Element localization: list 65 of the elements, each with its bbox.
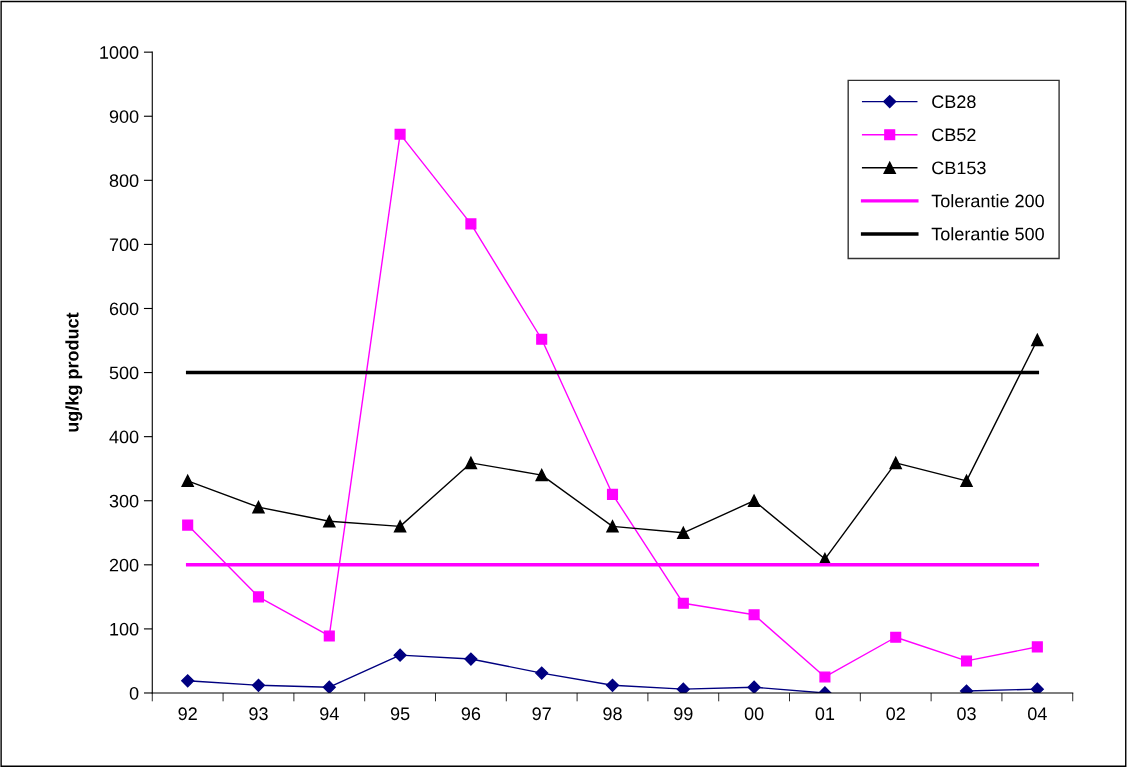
point [1030,682,1044,693]
legend-label: CB28 [932,95,976,109]
x-tick-label: 95 [390,707,410,721]
point [677,526,690,540]
point [536,333,548,345]
point [252,591,265,603]
x-tick-label: 99 [674,707,693,721]
point [394,128,406,140]
point [181,674,195,688]
point [747,494,761,507]
x-tick-label: 02 [886,707,905,721]
point [676,682,690,693]
point [182,519,194,531]
point [322,680,336,693]
x-tick-label: 03 [957,707,976,721]
legend-label: Tolerantie 200 [931,194,1044,208]
y-tick-label: 500 [109,366,139,380]
legend-label: Tolerantie 500 [931,227,1044,241]
point [535,468,548,482]
point [393,648,407,662]
point [1031,641,1043,653]
x-tick-label: 01 [815,707,835,721]
y-tick-label: 200 [109,558,139,572]
y-tick-label: 800 [109,174,139,188]
point [605,678,620,692]
x-tick-label: 93 [249,707,268,721]
point [889,456,902,470]
x-tick-label: 98 [603,707,622,721]
y-tick-label: 100 [110,622,139,636]
point [960,474,973,488]
y-tick-label: 1000 [100,46,139,59]
point [252,500,265,514]
point [819,671,831,683]
point [393,520,407,533]
y-tick-label: 0 [129,686,139,700]
point [464,456,478,470]
point [677,597,689,609]
point [323,514,336,528]
y-tick-label: 900 [109,110,139,123]
y-tick-label: 600 [109,302,139,316]
x-tick-label: 00 [744,707,764,721]
point [535,666,549,680]
point [465,218,477,230]
y-tick-label: 300 [109,494,139,508]
legend-label: CB153 [932,161,986,175]
point [606,520,619,533]
x-tick-label: 94 [320,707,339,721]
point [748,609,760,621]
y-axis-title: ug/kg product [65,312,83,432]
point [606,488,619,500]
y-tick-label: 400 [109,430,139,444]
point [251,678,266,692]
point [464,652,478,666]
point [747,680,761,693]
x-tick-label: 92 [178,707,197,721]
point [960,655,973,667]
point [323,630,335,642]
x-tick-label: 04 [1027,707,1047,721]
point [181,474,194,488]
x-tick-label: 97 [532,707,551,721]
point [890,631,902,643]
legend-label: CB52 [932,128,976,142]
point [1031,333,1044,347]
x-tick-label: 96 [461,707,481,721]
y-tick-label: 700 [109,238,139,252]
